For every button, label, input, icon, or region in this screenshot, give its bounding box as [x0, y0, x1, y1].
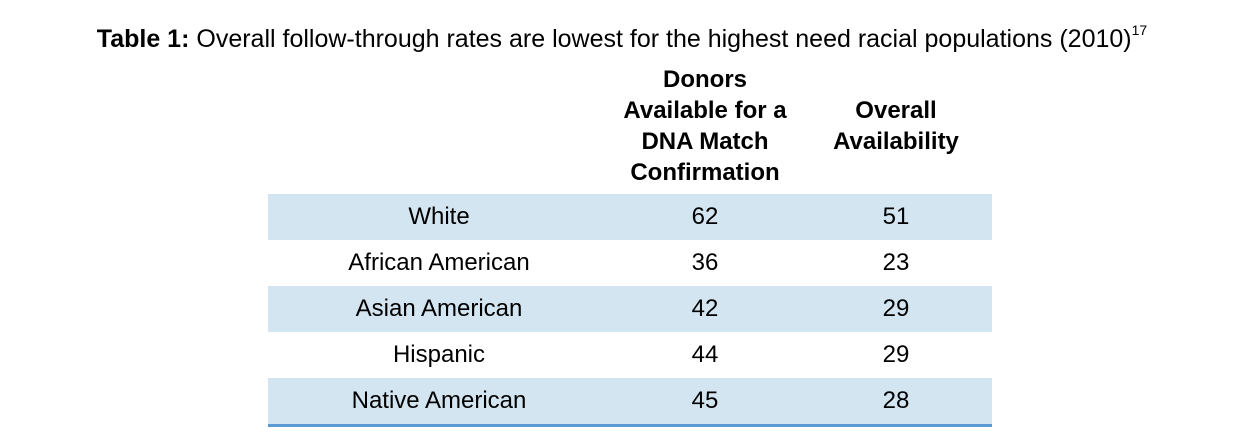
table-row: African American 36 23 [268, 240, 992, 286]
row-label: African American [348, 249, 530, 276]
overall-availability-value: 28 [800, 378, 992, 427]
donors-available-value: 36 [691, 249, 719, 276]
donors-available-value: 42 [610, 286, 800, 332]
header-cell-category [268, 64, 610, 194]
table-row: Native American 45 28 [268, 378, 992, 427]
row-label: White [268, 194, 610, 240]
table-row: Hispanic 44 29 [268, 332, 992, 378]
table-caption: Table 1: Overall follow-through rates ar… [0, 22, 1244, 54]
caption-text: Overall follow-through rates are lowest … [189, 25, 1132, 53]
overall-availability-value: 29 [800, 286, 992, 332]
row-label: Hispanic [392, 341, 486, 368]
donors-available-value: 62 [610, 194, 800, 240]
data-table: Donors Available for a DNA Match Confirm… [268, 64, 992, 427]
table-row: White 62 51 [268, 194, 992, 240]
table-row: Asian American 42 29 [268, 286, 992, 332]
row-label: Native American [268, 378, 610, 427]
overall-availability-value: 51 [800, 194, 992, 240]
header-row: Donors Available for a DNA Match Confirm… [268, 64, 992, 194]
header-cell-donors-available: Donors Available for a DNA Match Confirm… [623, 66, 787, 186]
footnote-marker: 17 [1131, 22, 1148, 38]
overall-availability-value: 23 [882, 249, 910, 276]
caption-label: Table 1: [96, 25, 190, 53]
donors-available-value: 45 [610, 378, 800, 427]
header-cell-overall-availability: Overall Availability [833, 97, 959, 155]
overall-availability-value: 29 [882, 341, 910, 368]
donors-available-value: 44 [691, 341, 719, 368]
row-label: Asian American [268, 286, 610, 332]
